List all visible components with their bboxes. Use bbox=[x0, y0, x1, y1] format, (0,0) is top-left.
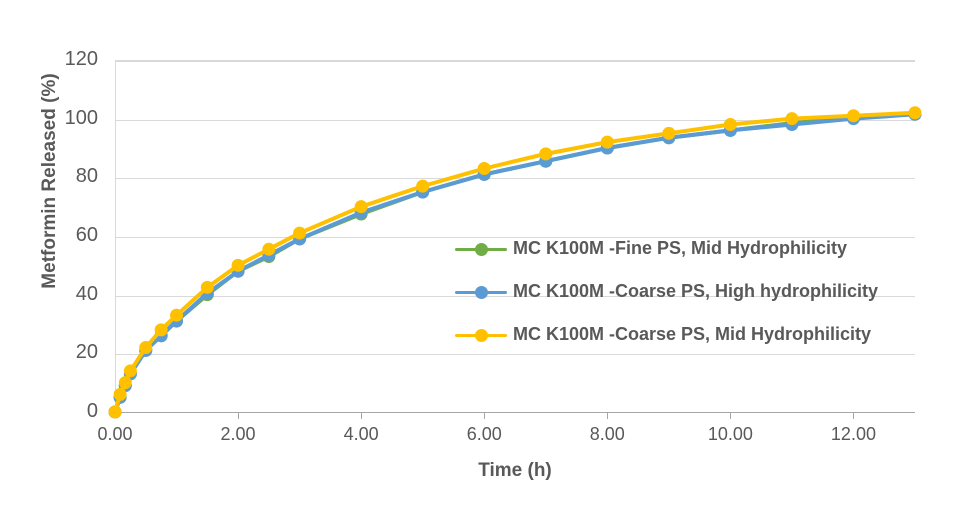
x-tick-label: 0.00 bbox=[97, 424, 133, 444]
gridline bbox=[116, 178, 915, 180]
x-tick-label: 12.00 bbox=[830, 424, 876, 444]
y-tick-label: 80 bbox=[75, 165, 98, 188]
legend-item-2[interactable]: MC K100M -Coarse PS, Mid Hydrophilicity bbox=[455, 324, 878, 345]
legend-dot-icon bbox=[475, 285, 488, 299]
legend-dot-icon bbox=[475, 328, 488, 342]
gridline bbox=[116, 119, 915, 121]
x-tick-mark bbox=[853, 412, 855, 419]
x-axis-line bbox=[115, 412, 915, 413]
legend-marker-icon bbox=[455, 284, 507, 300]
x-tick-mark bbox=[730, 412, 732, 419]
x-tick-label: 6.00 bbox=[466, 424, 502, 444]
legend-dot-icon bbox=[475, 242, 488, 256]
x-axis-title: Time (h) bbox=[478, 460, 552, 481]
x-tick-label: 4.00 bbox=[343, 424, 379, 444]
x-tick-label: 10.00 bbox=[707, 424, 753, 444]
y-tick-label: 20 bbox=[75, 341, 98, 364]
legend-marker-icon bbox=[455, 241, 507, 257]
chart-legend: MC K100M -Fine PS, Mid Hydrophilicity MC … bbox=[455, 238, 878, 345]
legend-label: MC K100M -Coarse PS, Mid Hydrophilicity bbox=[513, 324, 872, 344]
y-tick-label: 0 bbox=[86, 400, 98, 422]
y-tick-label: 60 bbox=[75, 224, 98, 246]
legend-marker-icon bbox=[455, 327, 507, 343]
x-tick-label: 8.00 bbox=[589, 424, 625, 444]
plot-area bbox=[115, 60, 915, 412]
x-tick-mark bbox=[361, 412, 363, 419]
x-tick-mark bbox=[484, 412, 486, 419]
legend-item-0[interactable]: MC K100M -Fine PS, Mid Hydrophilicity bbox=[455, 238, 878, 259]
legend-label: MC K100M -Fine PS, Mid Hydrophilicity bbox=[513, 238, 848, 258]
legend-item-1[interactable]: MC K100M -Coarse PS, High hydrophilicity bbox=[455, 281, 878, 302]
x-tick-label: 2.00 bbox=[220, 424, 256, 444]
y-tick-label: 40 bbox=[75, 282, 98, 305]
y-axis-title: Metformin Released (%) bbox=[39, 73, 60, 289]
gridline bbox=[116, 354, 915, 356]
x-tick-mark bbox=[607, 412, 609, 419]
x-tick-mark bbox=[238, 412, 240, 419]
y-tick-label: 100 bbox=[64, 106, 98, 129]
legend-label: MC K100M -Coarse PS, High hydrophilicity bbox=[513, 281, 879, 301]
gridline bbox=[116, 61, 915, 62]
y-tick-label: 120 bbox=[64, 48, 98, 70]
